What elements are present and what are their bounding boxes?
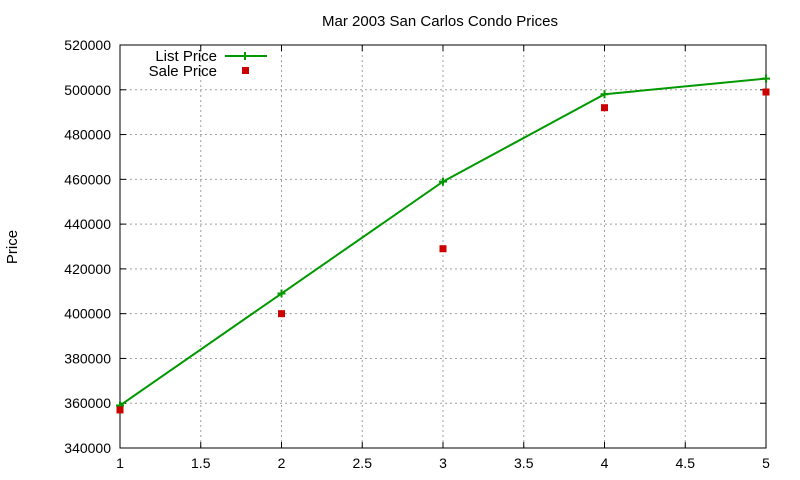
- point-list-price: [439, 177, 447, 186]
- legend-marker-sale-price: [242, 67, 249, 74]
- x-tick-label: 3: [439, 455, 447, 471]
- y-tick-label: 460000: [64, 171, 111, 187]
- x-tick-label: 2.5: [353, 455, 373, 471]
- x-tick-label: 4: [601, 455, 609, 471]
- series-layer: [116, 74, 770, 414]
- y-axis-label: Price: [4, 230, 21, 264]
- legend: List Price Sale Price: [149, 48, 267, 80]
- point-sale-price: [278, 310, 285, 318]
- point-list-price: [600, 90, 609, 99]
- legend-label-sale-price: Sale Price: [149, 63, 217, 80]
- point-list-price: [762, 74, 770, 83]
- y-tick-label: 340000: [64, 440, 111, 456]
- y-tick-label: 400000: [64, 306, 111, 322]
- y-tick-label: 500000: [64, 82, 111, 98]
- y-tick-labels: 340000 360000 380000 400000 420000 440000 4600…: [64, 37, 111, 456]
- point-sale-price: [762, 88, 770, 96]
- x-tick-label: 1.5: [191, 455, 211, 471]
- point-list-price: [277, 289, 286, 298]
- y-tick-label: 480000: [64, 127, 111, 143]
- legend-label-list-price: List Price: [155, 48, 217, 65]
- y-tick-label: 420000: [64, 261, 111, 277]
- x-tick-label: 4.5: [676, 455, 696, 471]
- point-sale-price: [116, 406, 124, 414]
- x-tick-label: 1: [116, 455, 124, 471]
- y-tick-label: 520000: [64, 37, 111, 53]
- y-tick-label: 360000: [64, 395, 111, 411]
- point-sale-price: [439, 245, 447, 253]
- x-tick-label: 2: [278, 455, 286, 471]
- x-tick-label: 5: [762, 455, 770, 471]
- x-tick-labels: 1 1.5 2 2.5 3 3.5 4 4.5 5: [116, 455, 770, 471]
- y-tick-label: 440000: [64, 216, 111, 232]
- y-tick-label: 380000: [64, 350, 111, 366]
- legend-marker-list-price: [241, 52, 249, 60]
- point-sale-price: [601, 104, 608, 112]
- chart-title: Mar 2003 San Carlos Condo Prices: [322, 13, 558, 30]
- x-tick-label: 3.5: [514, 455, 534, 471]
- axis-ticks: [119, 44, 767, 449]
